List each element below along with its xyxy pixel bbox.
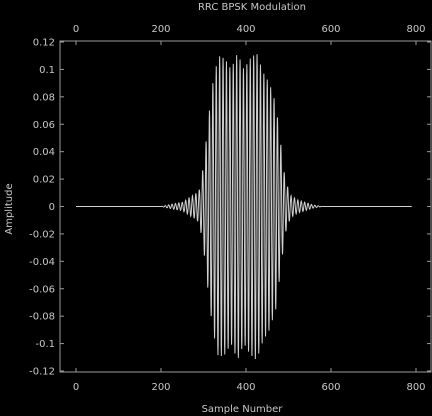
x-tick-label: 0 bbox=[73, 382, 79, 393]
y-tick-label: 0.12 bbox=[33, 38, 55, 49]
y-tick-label: 0.02 bbox=[33, 175, 55, 186]
x-tick-label-top: 0 bbox=[73, 24, 79, 35]
x-tick-label-top: 800 bbox=[406, 24, 425, 35]
y-axis: 0.12 0.1 0.08 0.06 0.04 0.02 0 -0.02 -0.04 -0.06 -… bbox=[29, 38, 431, 378]
y-tick-label: -0.06 bbox=[29, 284, 55, 295]
x-axis: 0 0 200 200 400 400 600 600 800 800 bbox=[73, 24, 426, 393]
y-tick-label: -0.1 bbox=[35, 339, 55, 350]
y-tick-label: -0.02 bbox=[29, 229, 55, 240]
x-tick-label: 400 bbox=[236, 382, 255, 393]
series-line bbox=[76, 54, 412, 359]
y-tick-label: -0.04 bbox=[29, 257, 55, 268]
y-axis-label: Amplitude bbox=[4, 183, 15, 234]
x-tick-label-top: 600 bbox=[321, 24, 340, 35]
y-tick-label: 0.1 bbox=[39, 65, 55, 76]
y-tick-label: -0.12 bbox=[29, 367, 55, 378]
y-tick-label: 0.06 bbox=[33, 120, 55, 131]
x-axis-label: Sample Number bbox=[202, 404, 284, 415]
x-tick-label-top: 200 bbox=[151, 24, 170, 35]
x-tick-label-top: 400 bbox=[236, 24, 255, 35]
x-tick-label: 800 bbox=[406, 382, 425, 393]
y-tick-label: 0.08 bbox=[33, 92, 55, 103]
y-tick-label: -0.08 bbox=[29, 312, 55, 323]
y-tick-label: 0.04 bbox=[33, 147, 55, 158]
chart-title: RRC BPSK Modulation bbox=[198, 2, 306, 13]
y-tick-label: 0 bbox=[49, 202, 55, 213]
x-tick-label: 200 bbox=[151, 382, 170, 393]
x-tick-label: 600 bbox=[321, 382, 340, 393]
